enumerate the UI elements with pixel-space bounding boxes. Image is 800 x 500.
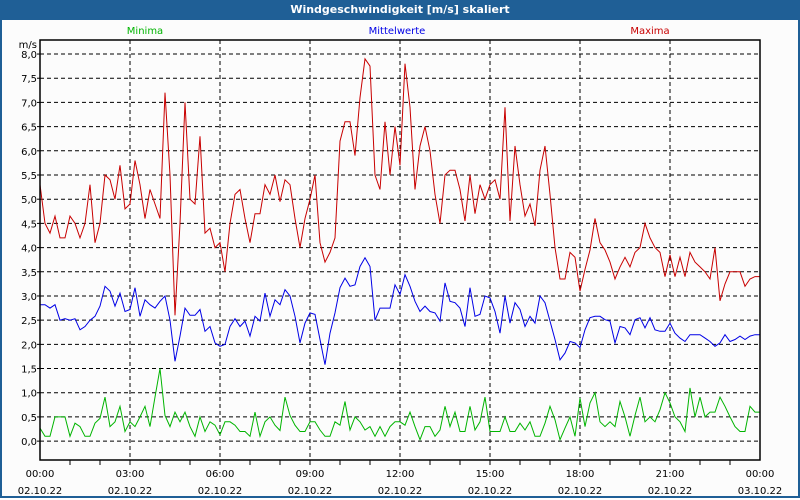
x-tick-date: 02.10.22 xyxy=(648,486,693,497)
y-tick-label: 5,0 xyxy=(21,195,37,206)
x-tick-time: 15:00 xyxy=(476,469,505,480)
x-tick-time: 00:00 xyxy=(26,469,55,480)
series-lines xyxy=(39,57,760,442)
y-tick-label: 2,0 xyxy=(21,340,37,351)
y-tick-label: 3,0 xyxy=(21,292,37,303)
y-tick-label: 2,5 xyxy=(21,316,37,327)
legend-maxima: Maxima xyxy=(630,26,669,37)
y-tick-label: 0,0 xyxy=(21,437,37,448)
legend-minima: Minima xyxy=(127,26,163,37)
x-tick-time: 09:00 xyxy=(296,469,325,480)
x-tick-time: 21:00 xyxy=(656,469,685,480)
x-tick-date: 02.10.22 xyxy=(288,486,333,497)
legend: Minima Mittelwerte Maxima xyxy=(127,26,670,37)
grid xyxy=(40,40,760,460)
y-tick-label: 5,5 xyxy=(21,171,37,182)
y-tick-label: 0,5 xyxy=(21,413,37,424)
series-line-mittelwerte xyxy=(40,256,760,365)
x-tick-time: 03:00 xyxy=(116,469,145,480)
x-tick-time: 00:00 xyxy=(746,469,775,480)
x-tick-date: 02.10.22 xyxy=(18,486,63,497)
y-tick-label: 1,0 xyxy=(21,389,37,400)
window-title: Windgeschwindigkeit [m/s] skaliert xyxy=(0,0,800,20)
series-line-maxima xyxy=(39,57,760,316)
x-tick-date: 02.10.22 xyxy=(108,486,153,497)
x-tick-time: 06:00 xyxy=(206,469,235,480)
x-tick-time: 18:00 xyxy=(566,469,595,480)
x-tick-time: 12:00 xyxy=(386,469,415,480)
y-tick-label: 3,5 xyxy=(21,268,37,279)
y-tick-label: 8,0 xyxy=(21,50,37,61)
y-tick-label: 4,5 xyxy=(21,219,37,230)
y-tick-label: 4,0 xyxy=(21,244,37,255)
y-tick-label: 6,0 xyxy=(21,147,37,158)
y-tick-label: 1,5 xyxy=(21,365,37,376)
x-tick-date: 02.10.22 xyxy=(558,486,603,497)
legend-mittelwerte: Mittelwerte xyxy=(369,26,426,37)
y-tick-label: 6,5 xyxy=(21,123,37,134)
y-tick-label: 7,0 xyxy=(21,98,37,109)
series-line-minima xyxy=(39,368,760,442)
x-tick-date: 03.10.22 xyxy=(738,486,783,497)
x-tick-date: 02.10.22 xyxy=(378,486,423,497)
y-axis-unit: m/s xyxy=(19,40,37,51)
x-tick-date: 02.10.22 xyxy=(468,486,513,497)
x-tick-date: 02.10.22 xyxy=(198,486,243,497)
axes: 0,0 0,5 1,0 1,5 2,0 2,5 3,0 3,5 4,0 4,5 5,0 5,5 6,0 6… xyxy=(18,50,783,497)
y-tick-label: 7,5 xyxy=(21,74,37,85)
